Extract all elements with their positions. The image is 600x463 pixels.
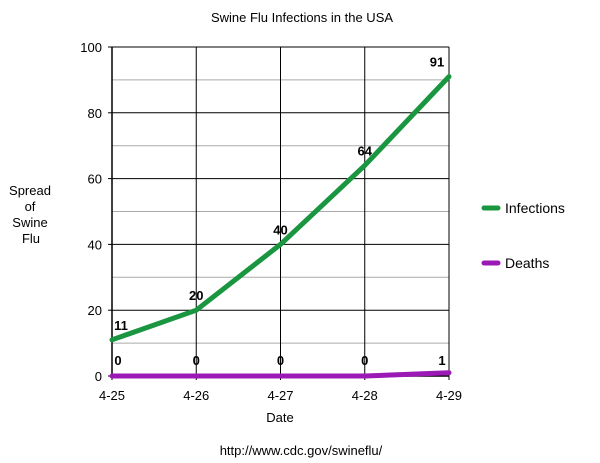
data-label-deaths: 0 [361,353,368,368]
x-tick-label: 4-29 [436,388,462,403]
series-line-deaths [109,370,452,379]
legend-label-infections: Infections [505,200,565,216]
y-tick-label: 60 [88,172,102,187]
data-label-infections: 40 [273,222,287,237]
y-axis-label-line: Swine [12,215,47,230]
data-label-infections: 11 [114,318,128,333]
legend-label-deaths: Deaths [505,255,549,271]
plot-grid [111,46,450,380]
y-axis-label-line: of [25,199,36,214]
legend: Infections Deaths [481,200,565,271]
source-url[interactable]: http://www.cdc.gov/swineflu/ [220,443,383,458]
y-tick-label: 40 [88,237,102,252]
x-tick-label: 4-28 [352,388,378,403]
y-tick-label: 80 [88,106,102,121]
x-tick-label: 4-27 [267,388,293,403]
data-label-infections: 20 [189,288,203,303]
series-lines [109,74,452,379]
y-axis-ticks: 0 20 40 60 80 100 [80,40,112,384]
x-axis-ticks: 4-25 4-26 4-27 4-28 4-29 [99,388,462,403]
x-axis-label: Date [266,410,293,425]
y-axis-label-line: Spread [9,183,51,198]
y-axis-label-line: Flu [22,231,40,246]
data-label-infections: 91 [430,55,444,70]
data-label-deaths: 0 [114,353,121,368]
data-label-deaths: 0 [193,353,200,368]
y-tick-label: 0 [95,369,102,384]
x-tick-label: 4-26 [183,388,209,403]
data-label-deaths: 0 [277,353,284,368]
data-label-infections: 64 [358,143,373,158]
y-tick-label: 100 [80,40,102,55]
data-labels: 11 20 40 64 91 0 0 0 0 1 [114,55,445,368]
chart-title: Swine Flu Infections in the USA [211,10,393,25]
series-line-infections [109,74,452,343]
y-tick-label: 20 [88,303,102,318]
x-tick-label: 4-25 [99,388,125,403]
data-label-deaths: 1 [438,353,445,368]
